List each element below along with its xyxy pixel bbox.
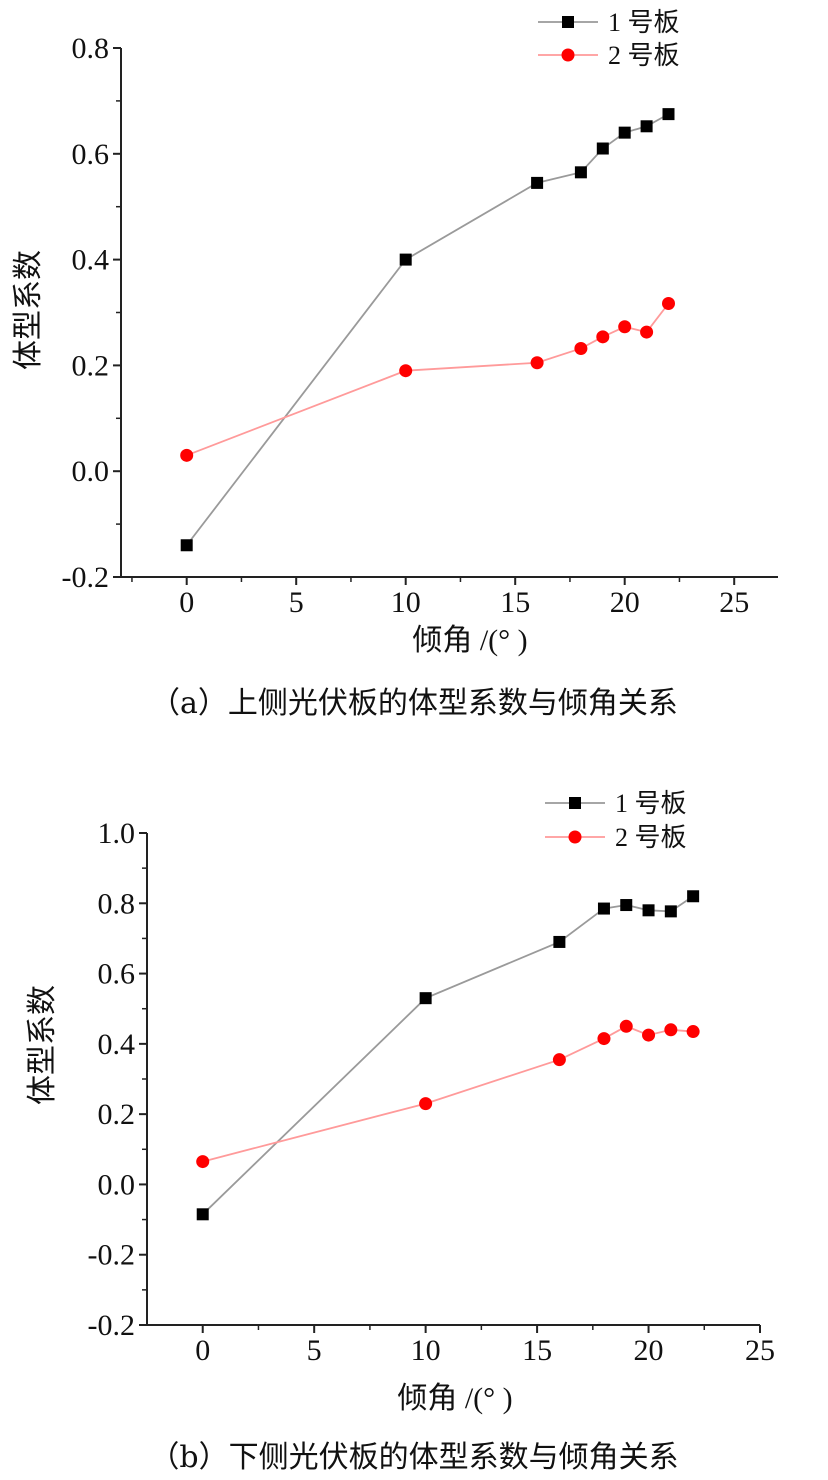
y-tick-label: -0.2 <box>62 561 110 594</box>
data-point-circle <box>640 325 654 339</box>
data-point-circle <box>552 1053 566 1067</box>
series-line <box>202 1025 694 1163</box>
series-2 <box>196 1019 700 1169</box>
y-axis-title: 体型系数 <box>12 250 45 370</box>
x-tick-label: 25 <box>719 586 749 619</box>
y-tick-label: 0.0 <box>72 455 110 488</box>
x-tick-label: 15 <box>500 586 530 619</box>
data-point-square <box>596 142 609 155</box>
y-tick-label: 0.8 <box>72 32 110 65</box>
data-point-square <box>553 935 566 948</box>
y-tick-label: 0.0 <box>98 1168 136 1201</box>
data-point-square <box>640 120 653 133</box>
series-line <box>186 302 670 457</box>
legend-marker-square <box>562 16 574 28</box>
legend: 1 号板 2 号板 <box>538 8 680 70</box>
y-tick-label: 0.6 <box>98 958 136 991</box>
data-point-circle <box>574 341 588 355</box>
legend-marker-circle <box>561 48 575 62</box>
data-point-square <box>180 539 193 552</box>
series-1 <box>180 108 675 552</box>
data-point-square <box>399 253 412 266</box>
data-point-circle <box>596 330 610 344</box>
y-tick-label: -0.2 <box>88 1309 136 1342</box>
data-point-square <box>597 902 610 915</box>
caption-chart-a: （a）上侧光伏板的体型系数与倾角关系 <box>150 686 678 721</box>
data-point-circle <box>618 320 632 334</box>
y-axis-title: 体型系数 <box>26 985 59 1105</box>
legend-label: 1 号板 <box>608 8 680 37</box>
data-point-circle <box>619 1019 633 1033</box>
x-tick-label: 15 <box>522 1334 552 1367</box>
x-tick-label: 25 <box>745 1334 775 1367</box>
data-point-square <box>687 890 700 903</box>
legend-label: 2 号板 <box>615 823 687 852</box>
y-tick-label: 0.4 <box>98 1028 136 1061</box>
x-tick-label: 0 <box>195 1334 210 1367</box>
data-point-square <box>642 904 655 917</box>
data-point-circle <box>530 356 544 370</box>
data-point-square <box>419 992 432 1005</box>
y-tick-label: 0.2 <box>98 1098 136 1131</box>
data-point-circle <box>664 1023 678 1037</box>
data-point-circle <box>399 364 413 378</box>
x-tick-label: 0 <box>179 586 194 619</box>
series-2 <box>180 297 675 462</box>
caption-chart-b: （b）下侧光伏板的体型系数与倾角关系 <box>149 1440 679 1475</box>
data-point-square <box>664 905 677 918</box>
x-tick-label: 10 <box>391 586 421 619</box>
y-tick-label: -0.2 <box>88 1239 136 1272</box>
x-tick-label: 10 <box>411 1334 441 1367</box>
x-axis-title: 倾角 /(° ) <box>412 624 527 657</box>
data-point-square <box>574 166 587 179</box>
y-tick-label: 0.4 <box>72 244 110 277</box>
legend: 1 号板 2 号板 <box>545 789 687 852</box>
x-tick-label: 5 <box>289 586 304 619</box>
data-point-square <box>662 108 675 121</box>
x-axis-title: 倾角 /(° ) <box>397 1382 512 1415</box>
data-point-circle <box>419 1097 433 1111</box>
data-point-circle <box>642 1028 656 1042</box>
data-point-circle <box>196 1155 210 1169</box>
data-point-square <box>620 899 633 912</box>
data-point-square <box>196 1208 209 1221</box>
chart-a: -0.2 0.0 0.2 0.4 0.6 0.8 0 5 10 15 20 25 倾角 /(° ) 体型系… <box>12 8 778 657</box>
x-tick-label: 20 <box>634 1334 664 1367</box>
data-point-square <box>531 176 544 189</box>
x-tick-label: 20 <box>610 586 640 619</box>
data-point-circle <box>686 1025 700 1039</box>
y-tick-label: 0.2 <box>72 349 110 382</box>
legend-label: 2 号板 <box>608 41 680 70</box>
legend-marker-circle <box>568 830 582 844</box>
y-tick-label: 1.0 <box>98 817 136 850</box>
data-point-circle <box>662 297 675 311</box>
y-tick-label: 0.6 <box>72 138 110 171</box>
series-1 <box>196 890 700 1221</box>
series-line <box>202 895 694 1215</box>
legend-label: 1 号板 <box>615 789 687 818</box>
legend-marker-square <box>569 797 581 809</box>
chart-b: -0.2 -0.2 0.0 0.2 0.4 0.6 0.8 1.0 0 5 10 15 20 25 倾角 /… <box>26 789 775 1415</box>
data-point-square <box>618 126 631 139</box>
series-line <box>185 113 669 546</box>
data-point-circle <box>180 448 194 462</box>
y-tick-label: 0.8 <box>98 887 136 920</box>
data-point-circle <box>597 1032 611 1046</box>
x-tick-label: 5 <box>307 1334 322 1367</box>
